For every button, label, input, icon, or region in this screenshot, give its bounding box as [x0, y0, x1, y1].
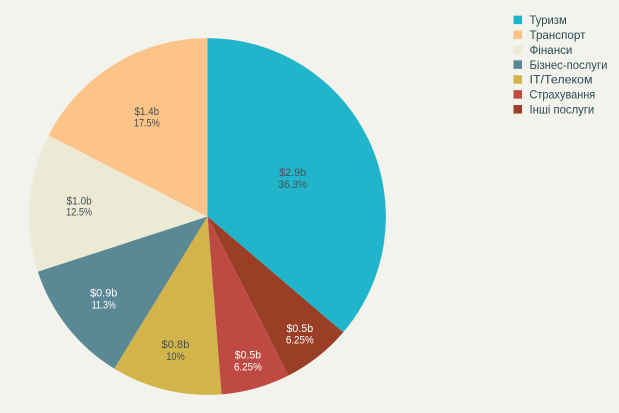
svg-text:Інші послуги: Інші послуги — [530, 103, 595, 117]
svg-text:$1.0b: $1.0b — [67, 195, 92, 207]
svg-text:Туризм: Туризм — [530, 13, 567, 27]
svg-text:17.5%: 17.5% — [134, 117, 160, 129]
svg-text:$1.4b: $1.4b — [134, 106, 159, 118]
svg-text:11.3%: 11.3% — [92, 300, 116, 312]
svg-text:$0.5b: $0.5b — [235, 350, 261, 362]
svg-text:10%: 10% — [166, 351, 185, 363]
svg-text:IT/Телеком: IT/Телеком — [530, 73, 593, 87]
svg-text:$0.8b: $0.8b — [162, 339, 190, 351]
svg-text:12.5%: 12.5% — [66, 207, 92, 219]
svg-text:Транспорт: Транспорт — [530, 28, 586, 42]
svg-text:Страхування: Страхування — [530, 88, 596, 102]
svg-text:$0.9b: $0.9b — [90, 288, 117, 300]
svg-text:6.25%: 6.25% — [234, 362, 262, 374]
svg-text:36.3%: 36.3% — [278, 179, 307, 191]
svg-text:$0.5b: $0.5b — [286, 323, 313, 335]
svg-text:Фінанси: Фінанси — [530, 43, 573, 57]
svg-text:6.25%: 6.25% — [286, 335, 314, 347]
svg-text:$2.9b: $2.9b — [279, 167, 306, 179]
svg-text:Бізнес-послуги: Бізнес-послуги — [530, 58, 608, 72]
